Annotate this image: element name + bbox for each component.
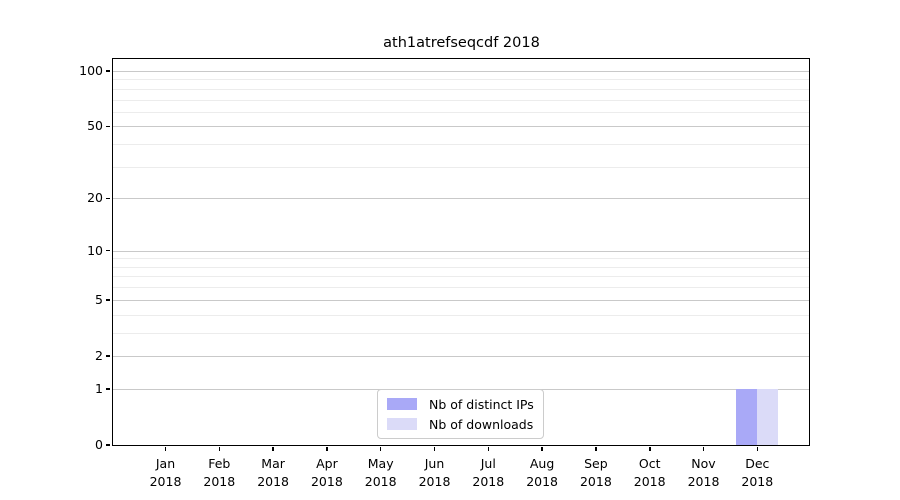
y-tick-mark xyxy=(106,197,110,199)
x-tick-label-may: May 2018 xyxy=(365,455,397,491)
legend-swatch xyxy=(387,398,417,410)
minor-gridline xyxy=(113,79,809,81)
year-label: 2018 xyxy=(472,474,505,489)
month-label: Jun xyxy=(424,456,445,471)
y-tick-mark xyxy=(106,299,110,301)
x-tick-label-feb: Feb 2018 xyxy=(203,455,235,491)
y-tick-mark xyxy=(106,355,110,357)
x-tick-label-apr: Apr 2018 xyxy=(311,455,343,491)
month-label: Apr xyxy=(316,456,338,471)
month-label: Jan xyxy=(155,456,176,471)
month-label: Dec xyxy=(745,456,770,471)
y-tick-label: 5 xyxy=(95,291,103,307)
x-tick-mark xyxy=(272,446,274,451)
x-tick-mark xyxy=(702,446,705,451)
legend-item: Nb of distinct IPs xyxy=(387,396,534,412)
year-label: 2018 xyxy=(741,474,774,489)
x-tick-label-aug: Aug 2018 xyxy=(526,455,558,491)
x-tick-mark xyxy=(164,446,167,451)
minor-gridline xyxy=(113,99,809,101)
x-tick-mark xyxy=(541,446,543,451)
legend-item: Nb of downloads xyxy=(387,416,534,432)
month-label: May xyxy=(367,456,394,471)
x-tick-mark xyxy=(487,446,489,451)
month-label: Feb xyxy=(208,456,231,471)
bar-downloads xyxy=(757,388,779,445)
y-tick-label: 1 xyxy=(95,380,103,396)
year-label: 2018 xyxy=(579,474,612,489)
x-tick-mark xyxy=(595,446,597,451)
year-label: 2018 xyxy=(257,474,289,489)
x-tick-label-jun: Jun 2018 xyxy=(419,455,451,491)
y-tick-mark xyxy=(106,444,110,446)
legend-label: Nb of downloads xyxy=(429,416,534,432)
x-tick-mark xyxy=(326,446,328,451)
minor-gridline xyxy=(113,166,809,168)
minor-gridline xyxy=(113,144,809,145)
x-tick-mark xyxy=(649,446,651,451)
major-gridline xyxy=(113,70,809,72)
plot-area: Nb of distinct IPs Nb of downloads 0 1 2 5 10… xyxy=(79,58,810,489)
major-gridline xyxy=(113,198,809,200)
legend-label: Nb of distinct IPs xyxy=(429,396,534,412)
year-label: 2018 xyxy=(633,474,666,489)
minor-gridline xyxy=(113,276,809,278)
x-tick-label-jul: Jul 2018 xyxy=(472,455,504,491)
minor-gridline xyxy=(113,314,809,316)
x-tick-mark xyxy=(218,446,220,451)
month-label: Mar xyxy=(261,456,285,471)
x-tick-label-oct: Oct 2018 xyxy=(634,455,666,491)
y-tick-label: 20 xyxy=(87,190,103,206)
year-label: 2018 xyxy=(149,474,182,489)
year-label: 2018 xyxy=(526,474,558,489)
month-label: Oct xyxy=(638,456,661,471)
x-tick-label-mar: Mar 2018 xyxy=(257,455,289,491)
month-label: Sep xyxy=(584,456,608,471)
x-tick-mark xyxy=(433,446,436,451)
x-tick-label-dec: Dec 2018 xyxy=(741,455,773,491)
month-label: Jul xyxy=(480,456,496,471)
year-label: 2018 xyxy=(687,474,720,489)
y-tick-label: 50 xyxy=(87,118,103,134)
major-gridline xyxy=(113,299,809,301)
minor-gridline xyxy=(113,332,809,334)
x-tick-mark xyxy=(379,446,382,451)
y-tick-label: 0 xyxy=(95,437,103,453)
x-tick-label-jan: Jan 2018 xyxy=(150,455,182,491)
major-gridline xyxy=(113,126,809,128)
major-gridline xyxy=(113,356,809,357)
month-label: Nov xyxy=(691,456,716,471)
chart-title: ath1atrefseqcdf 2018 xyxy=(383,35,540,51)
minor-gridline xyxy=(113,111,809,113)
y-tick-mark xyxy=(106,249,110,252)
legend: Nb of distinct IPs Nb of downloads xyxy=(377,389,544,439)
bar-distinct-ips xyxy=(736,388,758,445)
x-tick-mark xyxy=(756,446,758,451)
y-tick-mark xyxy=(106,70,110,72)
month-label: Aug xyxy=(529,456,555,471)
legend-swatch xyxy=(387,418,417,430)
year-label: 2018 xyxy=(418,474,451,489)
minor-gridline xyxy=(113,266,809,268)
year-label: 2018 xyxy=(203,474,236,489)
year-label: 2018 xyxy=(364,474,397,489)
x-tick-label-nov: Nov 2018 xyxy=(688,455,720,491)
x-tick-label-sep: Sep 2018 xyxy=(580,455,612,491)
year-label: 2018 xyxy=(310,474,343,489)
minor-gridline xyxy=(113,258,809,260)
y-tick-label: 100 xyxy=(79,62,103,78)
y-tick-mark xyxy=(106,125,110,128)
y-tick-mark xyxy=(106,388,110,390)
y-tick-label: 10 xyxy=(87,242,103,258)
minor-gridline xyxy=(113,287,809,289)
minor-gridline xyxy=(113,88,809,90)
major-gridline xyxy=(113,250,809,252)
y-tick-label: 2 xyxy=(95,348,103,364)
